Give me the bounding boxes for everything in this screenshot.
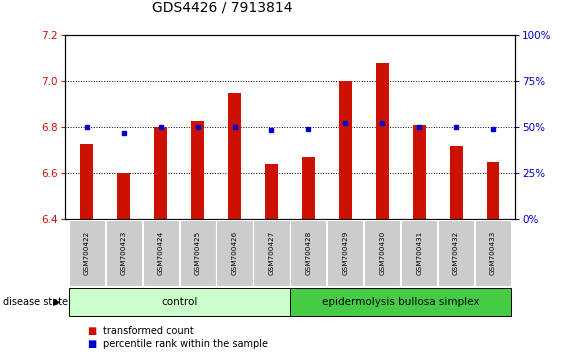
- Text: disease state: disease state: [3, 297, 68, 307]
- FancyBboxPatch shape: [291, 220, 327, 286]
- FancyBboxPatch shape: [253, 220, 289, 286]
- Bar: [191, 121, 204, 219]
- Text: GSM700430: GSM700430: [379, 231, 385, 275]
- Text: GSM700425: GSM700425: [195, 231, 200, 275]
- FancyBboxPatch shape: [217, 220, 253, 286]
- Bar: [117, 173, 130, 219]
- Text: GSM700431: GSM700431: [416, 231, 422, 275]
- Text: epidermolysis bullosa simplex: epidermolysis bullosa simplex: [322, 297, 480, 307]
- Bar: [81, 143, 93, 219]
- Text: GSM700433: GSM700433: [490, 231, 496, 275]
- Text: GSM700422: GSM700422: [84, 231, 90, 275]
- Bar: [339, 81, 352, 219]
- FancyBboxPatch shape: [364, 220, 400, 286]
- Text: control: control: [161, 297, 198, 307]
- FancyBboxPatch shape: [69, 288, 289, 316]
- Text: ■: ■: [87, 339, 96, 349]
- FancyBboxPatch shape: [106, 220, 142, 286]
- Bar: [413, 125, 426, 219]
- FancyBboxPatch shape: [327, 220, 363, 286]
- FancyBboxPatch shape: [438, 220, 474, 286]
- Text: GSM700429: GSM700429: [342, 231, 348, 275]
- Text: GSM700426: GSM700426: [231, 231, 238, 275]
- Bar: [450, 146, 463, 219]
- Text: GDS4426 / 7913814: GDS4426 / 7913814: [152, 0, 293, 14]
- Bar: [228, 93, 241, 219]
- FancyBboxPatch shape: [142, 220, 179, 286]
- FancyBboxPatch shape: [401, 220, 437, 286]
- Text: GSM700432: GSM700432: [453, 231, 459, 275]
- Text: percentile rank within the sample: percentile rank within the sample: [103, 339, 268, 349]
- Text: GSM700424: GSM700424: [158, 231, 164, 275]
- Text: GSM700427: GSM700427: [269, 231, 275, 275]
- Text: ▶: ▶: [53, 297, 61, 307]
- FancyBboxPatch shape: [180, 220, 216, 286]
- FancyBboxPatch shape: [475, 220, 511, 286]
- Bar: [376, 63, 388, 219]
- Bar: [486, 162, 499, 219]
- Text: transformed count: transformed count: [103, 326, 194, 336]
- Bar: [302, 158, 315, 219]
- FancyBboxPatch shape: [69, 220, 105, 286]
- Text: ■: ■: [87, 326, 96, 336]
- Text: GSM700428: GSM700428: [305, 231, 311, 275]
- Bar: [154, 127, 167, 219]
- FancyBboxPatch shape: [291, 288, 511, 316]
- Bar: [265, 164, 278, 219]
- Text: GSM700423: GSM700423: [121, 231, 127, 275]
